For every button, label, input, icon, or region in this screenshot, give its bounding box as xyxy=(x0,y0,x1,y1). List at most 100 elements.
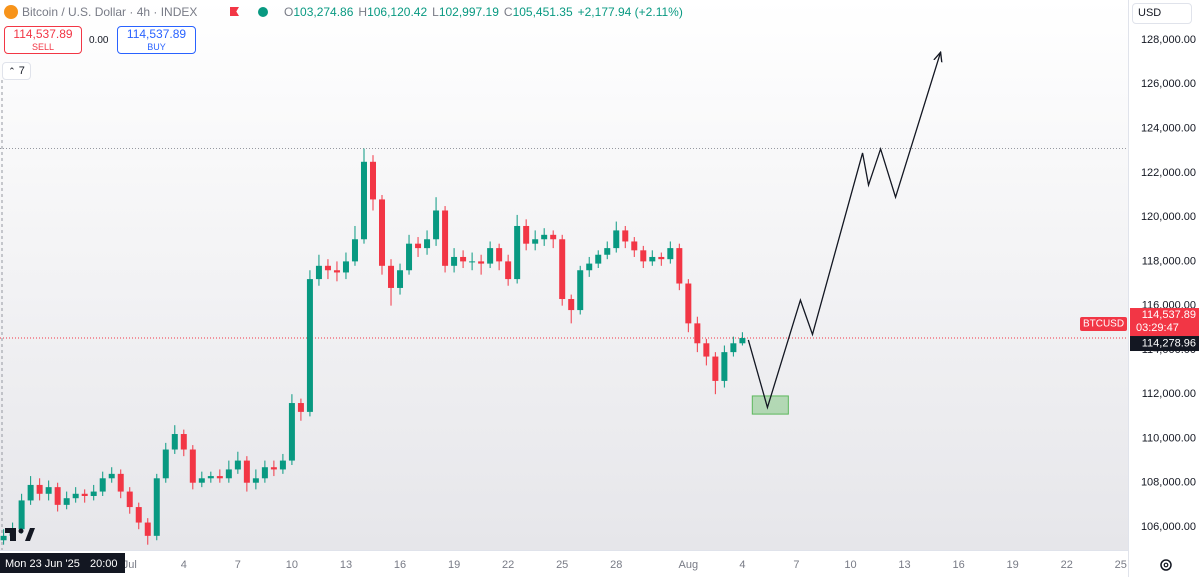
ohlc-key: H xyxy=(358,5,368,19)
candle-body xyxy=(45,487,52,494)
candle-body xyxy=(469,261,476,263)
x-tick-label: Aug xyxy=(679,559,699,571)
spread: 0.00 xyxy=(89,35,109,46)
x-tick-label: 13 xyxy=(898,559,910,571)
buy-price: 114,537.89 xyxy=(126,27,187,41)
candle-body xyxy=(523,225,530,244)
candle-body xyxy=(270,467,277,470)
candle-body xyxy=(730,343,737,353)
ohlc-values: O103,274.86 H106,120.42 L102,997.19 C105,45… xyxy=(284,5,683,19)
buy-label: BUY xyxy=(147,42,166,52)
y-tick-label: 126,000.00 xyxy=(1141,78,1196,90)
currency: USD xyxy=(1138,7,1162,19)
candle-body xyxy=(694,323,701,344)
candle-body xyxy=(198,478,205,483)
x-tick-label: 4 xyxy=(739,559,745,571)
candle-body xyxy=(514,225,521,280)
y-tick-label: 120,000.00 xyxy=(1141,211,1196,223)
candle-body xyxy=(667,248,674,260)
candle-body xyxy=(189,449,196,483)
candle-body xyxy=(342,261,349,273)
ohlc-value: 103,274.86 xyxy=(293,5,354,19)
candle-body xyxy=(496,248,503,262)
candle-body xyxy=(108,473,115,479)
candle-body xyxy=(72,493,79,499)
x-tick-label: 28 xyxy=(610,559,622,571)
last-price-tag: 114,537.89 xyxy=(1142,309,1196,321)
buy-button[interactable]: 114,537.89 BUY xyxy=(117,26,196,54)
x-tick-label: 25 xyxy=(1115,559,1127,571)
candle-body xyxy=(306,279,313,412)
crosshair-time: 20:00 xyxy=(90,558,118,570)
candle-body xyxy=(117,473,124,492)
x-tick-label: 4 xyxy=(181,559,187,571)
y-tick-label: 108,000.00 xyxy=(1141,477,1196,489)
sell-label: SELL xyxy=(31,42,55,52)
settings-icon[interactable] xyxy=(1160,559,1172,571)
ohlc-key: O xyxy=(284,5,294,19)
candle-body xyxy=(333,270,340,273)
candle-body xyxy=(126,491,133,508)
x-tick-label: 16 xyxy=(394,559,406,571)
candle-body xyxy=(415,243,422,249)
candle-body xyxy=(27,484,34,501)
candle-body xyxy=(315,265,322,280)
bitcoin-icon xyxy=(4,5,18,19)
x-tick-label: 25 xyxy=(556,559,568,571)
candle-body xyxy=(0,535,7,541)
candle-body xyxy=(631,241,638,251)
candle-body xyxy=(153,478,160,536)
candle-body xyxy=(577,270,584,311)
currency-selector[interactable]: USD xyxy=(1132,3,1192,24)
candle-body xyxy=(288,403,295,461)
y-tick-label: 112,000.00 xyxy=(1142,388,1196,400)
flag-icon[interactable] xyxy=(230,7,239,16)
candle-body xyxy=(604,248,611,255)
countdown: 03:29:47 xyxy=(1136,322,1179,334)
x-tick-label: 22 xyxy=(1061,559,1073,571)
tradingview-logo xyxy=(5,528,35,541)
candle-body xyxy=(442,210,449,266)
indicator-count: 7 xyxy=(18,65,25,77)
candle-body xyxy=(360,161,367,240)
y-tick-label: 124,000.00 xyxy=(1141,122,1196,134)
x-tick-label: 22 xyxy=(502,559,514,571)
candle-body xyxy=(207,476,214,479)
y-tick-label: 110,000.00 xyxy=(1142,432,1196,444)
crosshair-label-bg xyxy=(0,553,125,573)
sell-button[interactable]: 114,537.89 SELL xyxy=(4,26,82,54)
crosshair-date: Mon 23 Jun '25 xyxy=(5,558,80,570)
indicators-toggle[interactable]: ⌃ 7 xyxy=(2,62,31,80)
candle-body xyxy=(739,338,746,344)
x-tick-label: 19 xyxy=(448,559,460,571)
candle-body xyxy=(595,254,602,264)
candle-body xyxy=(36,484,43,494)
candle-body xyxy=(649,256,656,262)
chevron: ⌃ xyxy=(8,66,16,76)
candle-body xyxy=(90,491,97,496)
candle-body xyxy=(99,478,106,492)
candle-body xyxy=(252,478,259,483)
symbol-tag-bg xyxy=(1080,317,1127,332)
candle-body xyxy=(379,199,386,266)
ohlc-key: L xyxy=(432,5,439,19)
candle-body xyxy=(216,476,223,479)
candle-body xyxy=(243,460,250,483)
change: +2,177.94 (+2.11%) xyxy=(577,5,683,19)
candle-body xyxy=(559,239,566,300)
y-tick-label: 106,000.00 xyxy=(1141,521,1196,533)
candle-body xyxy=(712,356,719,381)
other-price-tag: 114,278.96 xyxy=(1142,337,1196,349)
candle-body xyxy=(397,270,404,288)
sell-price: 114,537.89 xyxy=(13,27,73,41)
symbol-title[interactable]: Bitcoin / U.S. Dollar · 4h · INDEX xyxy=(22,5,198,19)
candle-body xyxy=(613,230,620,249)
y-tick-label: 128,000.00 xyxy=(1141,34,1196,46)
candle-body xyxy=(532,239,539,244)
x-tick-label: 10 xyxy=(844,559,856,571)
candle-body xyxy=(505,261,512,280)
candle-body xyxy=(658,256,665,260)
candle-body xyxy=(685,283,692,324)
